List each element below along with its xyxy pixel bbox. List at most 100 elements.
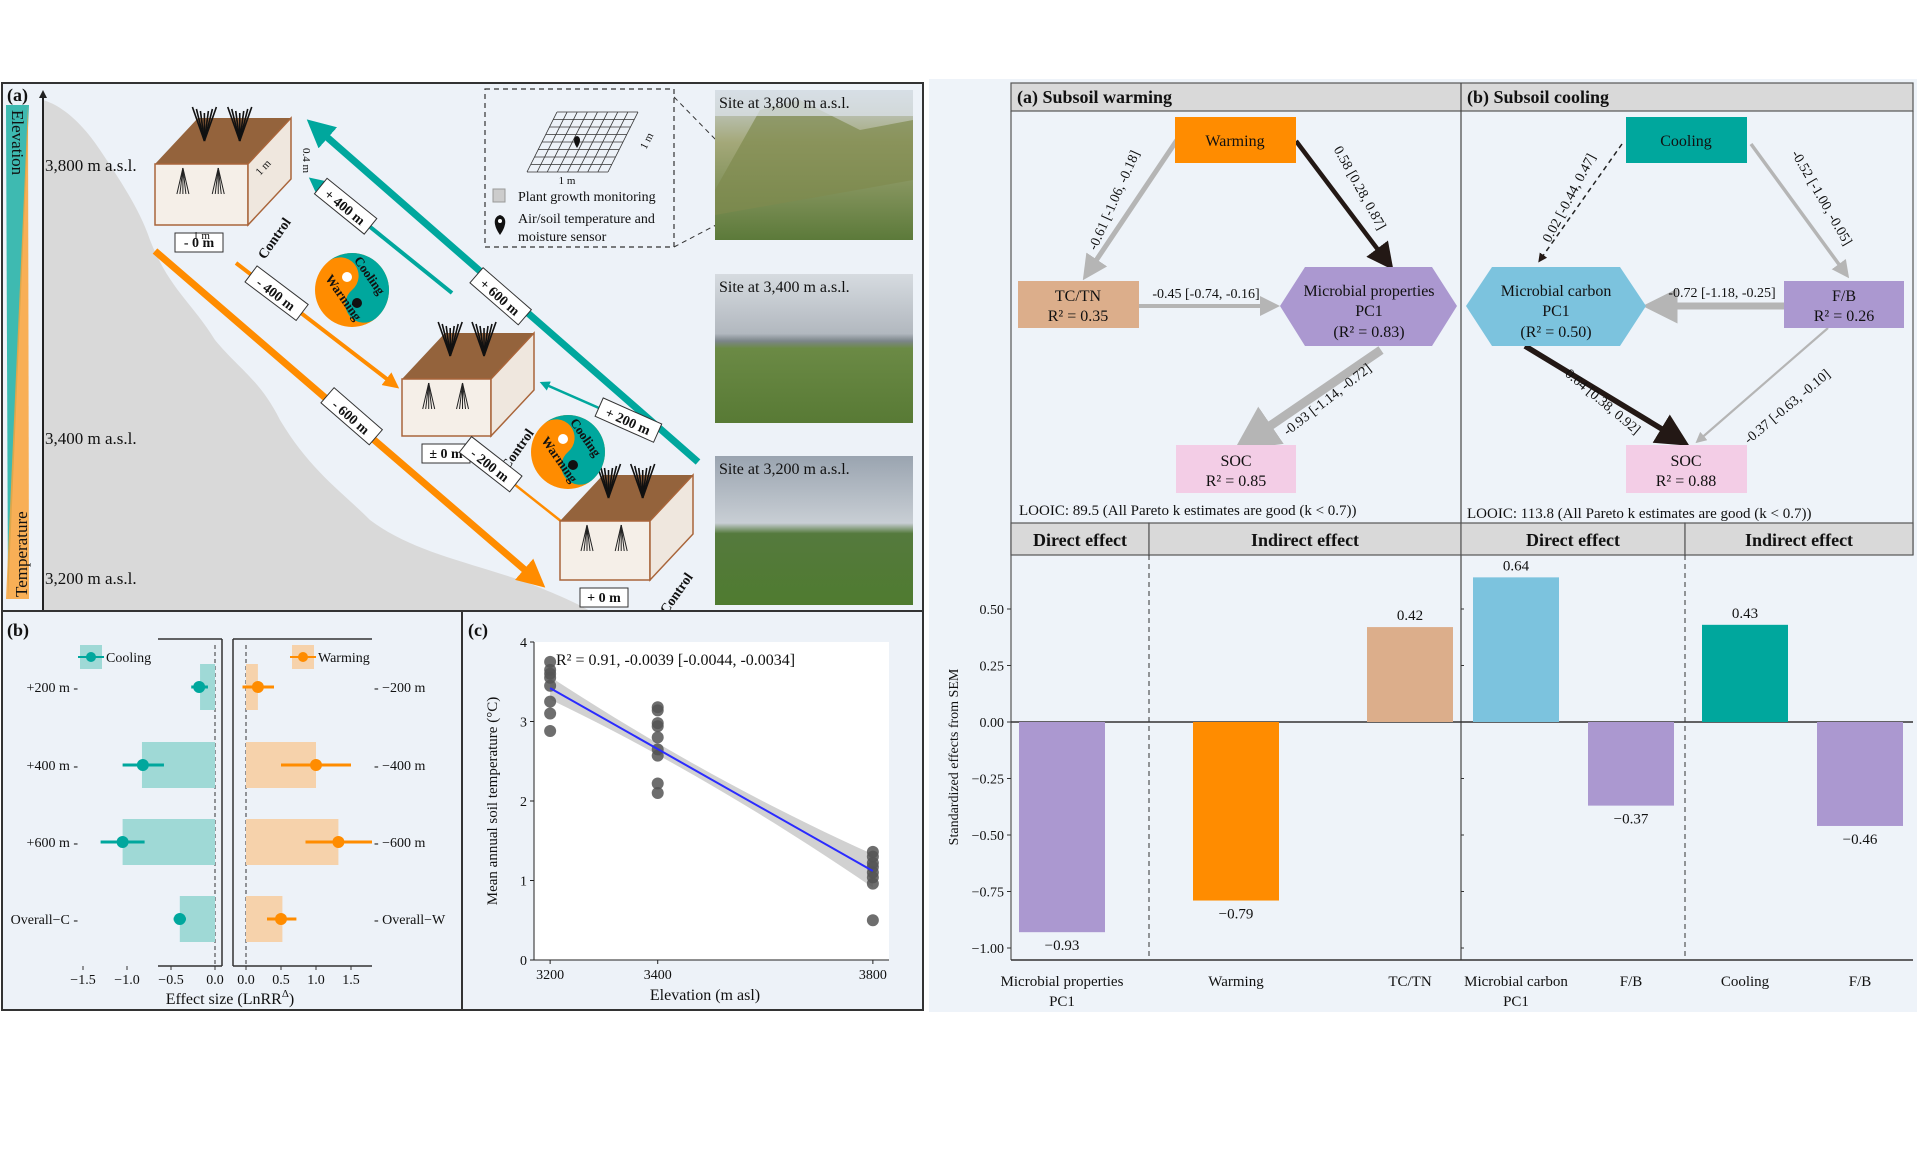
effect-bar	[1473, 577, 1559, 722]
node-soc-a	[1176, 445, 1296, 493]
facet-header	[1148, 522, 1462, 556]
panel-c-annotation: R² = 0.91, -0.0039 [-0.0044, -0.0034]	[556, 652, 795, 669]
row-label: - −400 m	[374, 759, 426, 774]
x-tick-label: −0.5	[158, 973, 183, 988]
x-category-label: F/B	[1849, 974, 1872, 990]
node-soc-b-r2: R² = 0.88	[1656, 473, 1717, 490]
x-tick-label: −1.0	[114, 973, 139, 988]
legend-label: Cooling	[106, 651, 151, 666]
facet-header	[1460, 522, 1686, 556]
facet-header-label: Direct effect	[1033, 530, 1127, 550]
x-category-label: Warming	[1208, 974, 1264, 990]
x-tick-label: 0.0	[206, 973, 224, 988]
cube-side	[247, 116, 292, 227]
root-icon	[620, 524, 628, 552]
regression-line	[549, 687, 874, 872]
data-point	[544, 707, 557, 720]
node-cooling	[1626, 117, 1747, 163]
x-category-label: PC1	[1503, 994, 1529, 1010]
bar-value-label: −0.79	[1219, 907, 1254, 923]
node-fb-label: F/B	[1832, 288, 1856, 305]
x-tick-label: 3400	[644, 968, 672, 983]
node-fb-r2: R² = 0.26	[1814, 308, 1875, 325]
facet-header-label: Indirect effect	[1251, 530, 1359, 550]
elevation-shift-label: + 0 m	[587, 591, 621, 606]
bar-value-label: 0.42	[1397, 608, 1423, 624]
node-soc-b	[1626, 445, 1747, 493]
confidence-band	[550, 676, 873, 888]
plot-area	[534, 642, 889, 960]
facet-header-label: Indirect effect	[1745, 530, 1853, 550]
site-caption-3400: Site at 3,400 m a.s.l.	[719, 279, 850, 296]
path-cooling-micro	[1538, 143, 1623, 263]
y-tick-label: −0.50	[972, 829, 1004, 844]
elevation-shift-box	[579, 587, 629, 608]
site-caption-3200: Site at 3,200 m a.s.l.	[719, 461, 850, 478]
effect-point	[173, 913, 186, 925]
panel-c-label: (c)	[468, 620, 488, 641]
sensor-legend-label-2: moisture sensor	[518, 230, 607, 245]
y-tick-label: −0.25	[972, 773, 1004, 788]
cube-front	[154, 163, 249, 226]
effect-bar	[1588, 722, 1674, 806]
node-warming	[1175, 117, 1296, 163]
node-micro-label-2: PC1	[1355, 303, 1383, 320]
effects-ylabel: Standardized effects from SEM	[947, 668, 962, 845]
effect-point	[332, 836, 345, 848]
y-tick-label: 3	[520, 716, 527, 731]
looic-b: LOOIC: 113.8 (All Pareto k estimates are…	[1467, 506, 1812, 522]
effect-point	[251, 681, 264, 693]
x-tick-label: 3200	[536, 968, 564, 983]
sem-figure: (a) Subsoil warming (b) Subsoil cooling …	[929, 79, 1917, 1012]
data-point	[651, 720, 664, 733]
row-label: Overall−C -	[11, 913, 79, 928]
temperature-axis-label: Temperature	[12, 511, 31, 597]
root-icon	[462, 382, 470, 410]
y-tick-label: 2	[520, 795, 527, 810]
y-tick-label: 4	[520, 636, 527, 651]
elevation-axis-label: Elevation	[8, 110, 27, 176]
data-point	[651, 787, 664, 800]
data-point	[651, 777, 664, 790]
cube-height-label: 0.4 m	[300, 148, 312, 174]
elevation-shift-label: ± 0 m	[429, 447, 463, 462]
grid-legend-icon	[492, 188, 506, 203]
path-warming-micro	[1294, 139, 1394, 271]
row-label: - Overall−W	[374, 913, 446, 928]
x-tick-label: 0.0	[237, 973, 255, 988]
plant-monitoring-grid-icon: 1 m	[526, 111, 657, 173]
node-soc-a-r2: R² = 0.85	[1206, 473, 1267, 490]
y-tick-label: 0.50	[980, 603, 1005, 618]
cube-width-label: 1 m	[193, 230, 210, 242]
x-tick-label: 1.5	[342, 973, 360, 988]
row-label: - −200 m	[374, 681, 426, 696]
node-microbial-carbon	[1466, 267, 1646, 346]
node-microbial-properties	[1280, 267, 1457, 346]
mountain-silhouette	[43, 100, 590, 611]
altitude-label-3200: 3,200 m a.s.l.	[45, 569, 137, 588]
effect-bar	[1019, 722, 1105, 933]
effect-bar	[1193, 722, 1279, 901]
looic-a: LOOIC: 89.5 (All Pareto k estimates are …	[1019, 503, 1357, 519]
bar-value-label: −0.37	[1614, 812, 1649, 828]
path-cooling-fb	[1749, 142, 1850, 279]
plant-icon	[483, 321, 497, 357]
root-icon	[217, 167, 225, 195]
data-point	[651, 749, 664, 762]
panel-b: (b) +200 m - +400 m - +600 m - Overall−C - −…	[1, 610, 463, 1011]
node-cooling-label: Cooling	[1660, 133, 1712, 150]
grid-width-label: 1 m	[559, 175, 576, 187]
effect-point	[275, 913, 287, 925]
cube-top	[155, 118, 291, 164]
location-pin-icon	[494, 215, 506, 235]
node-soc-b-label: SOC	[1670, 453, 1701, 470]
node-tctn	[1018, 281, 1139, 328]
panel-c-ylabel: Mean annual soil temperature (°C)	[485, 697, 501, 905]
facet-header	[1684, 522, 1914, 556]
path-fb-soc	[1695, 327, 1829, 444]
panel-b-xlabel: Effect size (LnRRΔ)	[166, 988, 295, 1008]
x-category-label: Cooling	[1721, 974, 1770, 990]
cube-side	[649, 473, 694, 582]
